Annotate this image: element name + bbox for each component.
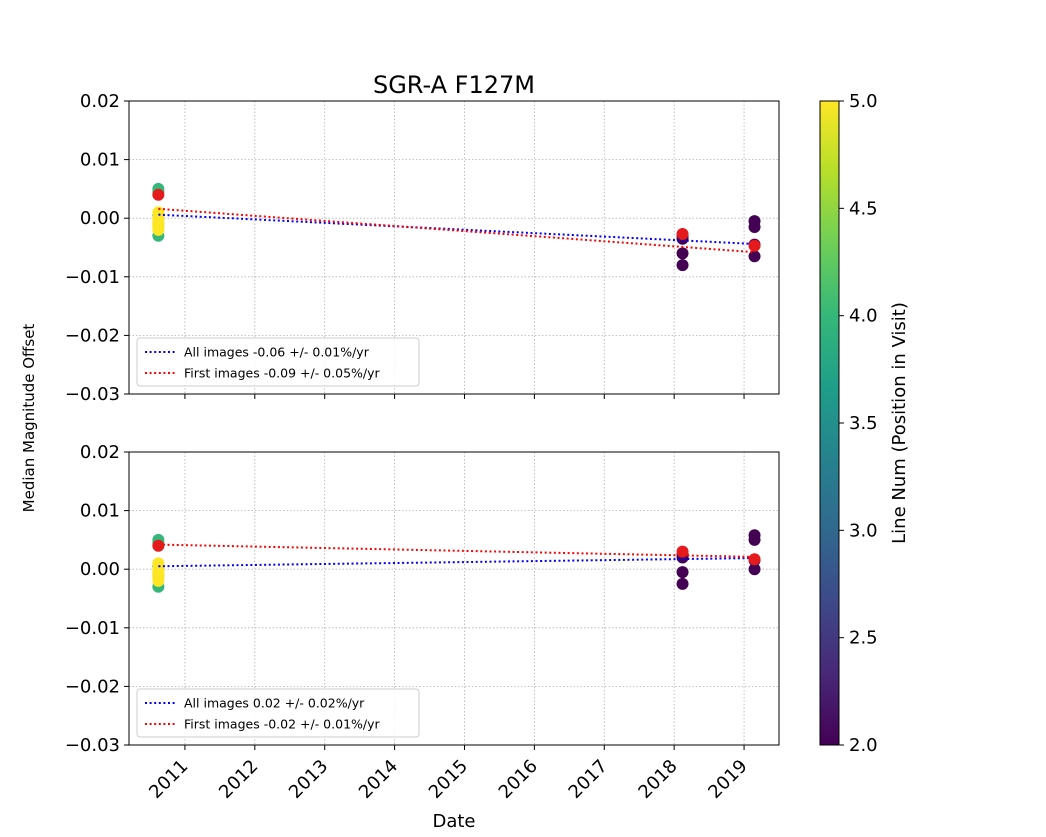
legend-box <box>136 337 420 387</box>
legend-label: First images -0.09 +/- 0.05%/yr <box>184 366 381 381</box>
first-image-point <box>748 553 761 566</box>
x-tick-label: 2018 <box>634 756 681 803</box>
y-tick-label: 0.01 <box>80 150 120 171</box>
colorbar-tick-label: 2.5 <box>849 628 878 649</box>
legend-label: All images -0.06 +/- 0.01%/yr <box>184 345 370 360</box>
y-tick-label: −0.02 <box>65 325 120 346</box>
data-point <box>152 574 165 587</box>
x-tick-label: 2019 <box>704 756 751 803</box>
legend: All images 0.02 +/- 0.02%/yr First images… <box>136 688 420 738</box>
plot-area <box>152 529 761 593</box>
data-point <box>748 250 761 263</box>
x-tick-label: 2011 <box>145 756 192 803</box>
plot-area <box>152 182 761 272</box>
data-point <box>748 563 761 576</box>
legend-label: First images -0.02 +/- 0.01%/yr <box>184 717 381 732</box>
x-tick-label: 2014 <box>355 756 402 803</box>
y-axis-label: Median Magnitude Offset <box>20 324 38 513</box>
first-image-point <box>152 539 165 552</box>
data-point <box>676 259 689 272</box>
axes-frame <box>128 451 780 746</box>
y-tick-label: 0.00 <box>80 559 120 580</box>
y-tick-label: −0.01 <box>65 618 120 639</box>
first-image-point <box>676 545 689 558</box>
colorbar-tick-label: 3.0 <box>849 520 878 541</box>
first-image-point <box>152 188 165 201</box>
colorbar-gradient <box>819 100 840 746</box>
y-tick-label: −0.02 <box>65 676 120 697</box>
x-tick-label: 2017 <box>565 756 612 803</box>
bottom-panel: 0.02 0.01 0.00 −0.01 −0.02 −0.03 2011 2012 2013 2… <box>65 442 780 803</box>
colorbar-label: Line Num (Position in Visit) <box>889 302 910 544</box>
y-tick-label: −0.03 <box>65 384 120 405</box>
colorbar-ticks: 2.0 2.5 3.0 3.5 4.0 4.5 5.0 <box>839 91 878 756</box>
data-point <box>748 533 761 546</box>
colorbar-tick-label: 4.0 <box>849 306 878 327</box>
y-tick-label: −0.01 <box>65 267 120 288</box>
colorbar-tick-label: 2.0 <box>849 735 878 756</box>
data-point <box>676 566 689 579</box>
y-tick-label: 0.00 <box>80 208 120 229</box>
first-images-fit-line <box>158 543 755 558</box>
all-images-fit-line <box>158 557 755 568</box>
x-tick-label: 2013 <box>285 756 332 803</box>
x-tick-label: 2015 <box>425 756 472 803</box>
y-tick-label: 0.02 <box>80 442 120 463</box>
colorbar-tick-label: 4.5 <box>849 198 878 219</box>
chart-title: SGR-A F127M <box>373 71 535 99</box>
data-point <box>676 577 689 590</box>
top-panel: 0.02 0.01 0.00 −0.01 −0.02 −0.03 All images -0… <box>65 91 780 405</box>
colorbar: 2.0 2.5 3.0 3.5 4.0 4.5 5.0 Line Num (Position… <box>819 91 910 756</box>
legend: All images -0.06 +/- 0.01%/yr First image… <box>136 337 420 387</box>
legend-label: All images 0.02 +/- 0.02%/yr <box>184 696 365 711</box>
x-tick-label: 2016 <box>495 756 542 803</box>
colorbar-tick-label: 3.5 <box>849 413 878 434</box>
first-image-point <box>676 228 689 241</box>
first-images-fit-line <box>158 207 755 254</box>
first-image-point <box>748 239 761 252</box>
legend-box <box>136 688 420 738</box>
y-tick-label: 0.01 <box>80 501 120 522</box>
y-tick-label: −0.03 <box>65 735 120 756</box>
axes-frame <box>128 100 780 395</box>
all-images-fit-line <box>158 213 755 245</box>
x-axis-label: Date <box>432 811 475 832</box>
data-point <box>676 247 689 260</box>
colorbar-tick-label: 5.0 <box>849 91 878 112</box>
x-tick-label: 2012 <box>215 756 262 803</box>
data-point <box>748 220 761 233</box>
data-point <box>152 223 165 236</box>
y-tick-label: 0.02 <box>80 91 120 112</box>
